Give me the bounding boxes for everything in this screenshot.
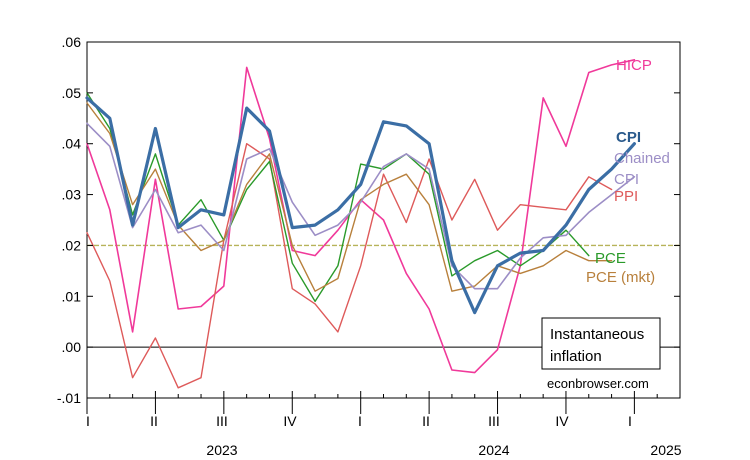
legend: HICP CPI Chained CPI PPI PCE PCE (mkt): [586, 57, 670, 286]
x-year-label: 2023: [206, 442, 237, 458]
y-tick-label: .06: [62, 34, 82, 50]
series-line-chained-cpi: [86, 122, 636, 290]
y-tick-label: .03: [62, 187, 82, 203]
y-tick-label: .01: [62, 288, 82, 304]
annotation-box: Instantaneous inflation: [541, 317, 661, 370]
legend-chained-cpi-line2: CPI: [614, 171, 639, 188]
credit-label: econbrowser.com: [547, 376, 649, 391]
x-quarter-label: I: [86, 413, 90, 429]
x-year-labels: 2023 2024 2025: [206, 442, 681, 458]
legend-chained-cpi-line1: Chained: [614, 150, 670, 167]
y-tick-label: .00: [62, 339, 82, 355]
x-quarter-label: II: [422, 413, 430, 429]
y-tick-labels: .06 .05 .04 .03 .02 .01 .00 -.01: [57, 34, 680, 406]
x-quarter-label: I: [628, 413, 632, 429]
x-tick-marks: [86, 391, 681, 414]
y-tick-label: -.01: [57, 390, 81, 406]
x-quarter-label: IV: [283, 413, 297, 429]
x-quarter-label: III: [216, 413, 228, 429]
x-year-label: 2024: [478, 442, 509, 458]
y-tick-label: .04: [62, 136, 82, 152]
series-layer: [85, 58, 637, 389]
y-tick-label: .05: [62, 85, 82, 101]
series-line-ppi: [86, 142, 613, 389]
y-tick-label: .02: [62, 237, 82, 253]
annotation-frame: [541, 317, 661, 370]
legend-hicp: HICP: [616, 57, 652, 74]
x-quarter-label: I: [358, 413, 362, 429]
legend-pce-mkt: PCE (mkt): [586, 269, 655, 286]
x-quarter-label: III: [488, 413, 500, 429]
annotation-line-2: inflation: [550, 348, 602, 365]
x-year-label: 2025: [650, 442, 681, 458]
legend-ppi: PPI: [614, 188, 638, 205]
annotation-line-1: Instantaneous: [550, 326, 644, 343]
x-quarter-label: II: [150, 413, 158, 429]
x-quarter-label: IV: [555, 413, 569, 429]
x-quarter-labels: I II III IV I II III IV I: [86, 413, 632, 429]
legend-pce: PCE: [595, 250, 626, 267]
legend-cpi: CPI: [616, 129, 641, 146]
series-line-cpi: [85, 96, 637, 315]
